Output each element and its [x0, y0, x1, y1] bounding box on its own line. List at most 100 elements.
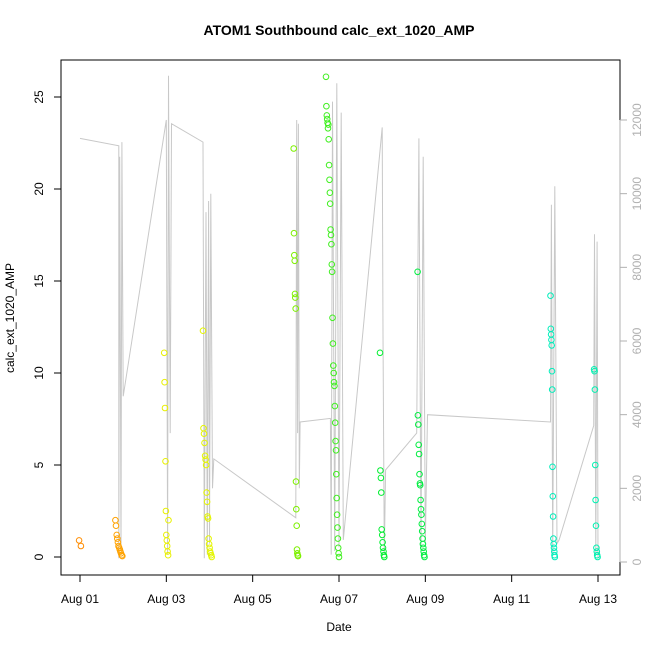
data-point: [593, 544, 600, 552]
data-point: [333, 494, 341, 502]
data-point: [163, 537, 171, 544]
data-point: [327, 231, 335, 239]
data-point: [334, 544, 342, 552]
data-point: [114, 535, 121, 542]
data-point: [550, 544, 558, 552]
data-point: [200, 430, 208, 438]
data-point: [591, 367, 598, 375]
data-point: [418, 527, 426, 535]
y-tick-label: 10: [32, 366, 46, 380]
data-point: [199, 327, 207, 335]
data-point: [164, 548, 171, 555]
data-point: [208, 553, 215, 561]
data-point: [414, 268, 421, 276]
x-axis: Aug 01 Aug 03 Aug 05 Aug 07 Aug 09 Aug 11 Aug …: [61, 574, 617, 606]
data-point: [378, 489, 385, 496]
data-point: [377, 467, 384, 474]
x-axis-label: Date: [326, 620, 352, 634]
data-point: [290, 229, 298, 237]
y2-tick-label: 10000: [630, 177, 644, 211]
data-point: [335, 550, 342, 557]
data-point: [325, 136, 333, 143]
data-point: [592, 461, 599, 469]
data-point: [162, 507, 170, 515]
data-point: [333, 511, 341, 519]
y-tick-label: 15: [32, 274, 46, 288]
data-point: [379, 544, 387, 552]
chart-title: ATOM1 Southbound calc_ext_1020_AMP: [204, 22, 475, 38]
data-point: [203, 498, 211, 506]
data-point: [415, 421, 422, 428]
data-point: [202, 461, 210, 469]
y2-tick-label: 2000: [630, 475, 644, 502]
data-point: [332, 447, 340, 454]
data-point: [417, 496, 424, 504]
y2-tick-label: 0: [630, 558, 644, 565]
data-point: [549, 493, 557, 500]
series-points: [75, 73, 601, 561]
data-point: [323, 102, 330, 110]
data-point: [551, 553, 559, 561]
data-point: [548, 386, 556, 393]
series-line: [79, 75, 599, 559]
data-point: [162, 458, 169, 465]
data-point: [326, 176, 333, 184]
data-point: [326, 189, 334, 196]
data-point: [418, 520, 426, 528]
data-point: [378, 531, 386, 539]
data-point: [415, 450, 423, 458]
data-point: [331, 402, 339, 410]
data-point: [291, 257, 299, 265]
data-point: [330, 362, 337, 369]
data-point: [205, 540, 213, 548]
data-point: [592, 496, 599, 504]
y-axis-label: calc_ext_1020_AMP: [3, 263, 17, 373]
data-point: [333, 470, 340, 478]
data-point: [325, 161, 333, 169]
x-tick-label: Aug 07: [320, 592, 358, 606]
data-point: [591, 386, 599, 393]
data-point: [549, 463, 556, 471]
data-point: [418, 511, 425, 519]
data-point: [164, 551, 172, 559]
data-point: [549, 513, 557, 520]
data-point: [324, 125, 332, 132]
y2-tick-label: 12000: [630, 103, 644, 137]
line-path: [79, 75, 599, 559]
x-tick-label: Aug 01: [61, 592, 99, 606]
data-point: [160, 349, 168, 357]
data-point: [292, 305, 300, 312]
data-point: [294, 552, 302, 560]
data-point: [204, 515, 212, 522]
data-point: [112, 516, 119, 524]
data-point: [547, 292, 554, 300]
data-point: [328, 261, 336, 268]
data-point: [292, 478, 300, 485]
y2-axis: 0 2000 4000 6000 8000 10000 12000: [619, 103, 644, 565]
x-tick-label: Aug 11: [493, 592, 530, 606]
data-point: [322, 73, 330, 81]
data-point: [548, 367, 556, 375]
x-tick-label: Aug 03: [147, 592, 185, 606]
data-point: [550, 535, 557, 542]
data-point: [161, 404, 169, 412]
data-point: [414, 412, 422, 419]
data-point: [381, 553, 388, 561]
y-tick-label: 25: [32, 90, 46, 104]
data-point: [75, 537, 83, 544]
data-point: [291, 290, 299, 298]
data-point: [161, 378, 168, 386]
x-tick-label: Aug 13: [579, 592, 617, 606]
y2-tick-label: 8000: [630, 254, 644, 281]
data-point: [416, 481, 424, 489]
data-point: [416, 470, 423, 478]
data-point: [165, 516, 172, 524]
data-point: [331, 382, 338, 390]
data-point: [330, 369, 338, 377]
data-point: [77, 542, 85, 550]
data-point: [331, 419, 339, 427]
data-point: [292, 294, 299, 301]
data-point: [335, 553, 343, 561]
data-point: [293, 522, 301, 530]
